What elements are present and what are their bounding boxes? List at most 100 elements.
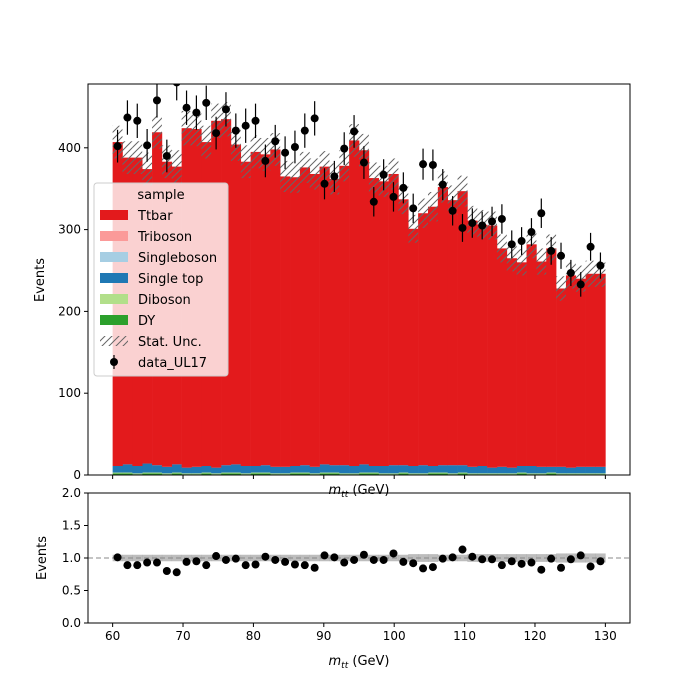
ratio-point [241,561,250,570]
bar-diboson [191,473,202,475]
bar-diboson [240,473,251,475]
data-point [438,180,447,189]
legend-swatch-single-top [100,273,128,283]
data-point [320,179,329,188]
bar-ttbar [230,144,242,465]
ratio-unc-band [290,554,301,562]
stat-unc-hatch [457,175,468,207]
main-y-tick-label: 200 [58,304,81,318]
stat-unc-hatch [408,214,419,243]
data-point [310,114,319,123]
ratio-panel: 60 70 80 90 100 110 120 130 0.0 0.5 1.0 1.5 2.0 mtt… [35,486,631,671]
ratio-y-tick-label: 0.0 [62,616,81,630]
data-point [409,204,418,213]
ratio-unc-band [201,554,212,562]
ratio-point [517,559,526,568]
stat-unc-hatch [280,160,291,192]
ratio-x-tick-label: 120 [524,629,547,643]
bar-single-top [467,466,478,474]
ratio-point [172,568,181,577]
ratio-y-tick-label: 1.5 [62,519,81,533]
ratio-point [320,551,329,560]
bar-diboson [349,473,360,475]
stat-unc-hatch [418,198,428,228]
bar-single-top [191,466,202,474]
bar-diboson [398,472,409,474]
bar-diboson [546,472,557,474]
data-point [340,144,349,153]
legend-swatch-dy [100,315,128,325]
legend-items: Ttbar Triboson Singleboson Single top Diboso… [100,209,217,371]
data-point [448,206,457,215]
ratio-y-ticks: 0.0 0.5 1.0 1.5 2.0 [62,486,88,630]
bar-diboson [477,473,488,475]
data-point [330,172,339,181]
bar-single-top [319,464,330,473]
bar-single-top [142,463,153,473]
bar-single-top [161,466,173,474]
ratio-point [389,549,398,558]
bar-ttbar [368,178,380,467]
stat-unc-hatch [181,110,192,146]
bar-single-top [122,464,133,473]
data-point [419,160,428,169]
ratio-point [152,558,161,567]
bar-ttbar [536,261,547,467]
data-point [478,221,487,230]
ratio-point [281,557,290,566]
bar-diboson [378,473,389,475]
bar-diboson [339,473,350,475]
bar-diboson [280,473,291,475]
ratio-point [261,552,270,561]
bar-single-top [408,466,419,474]
bar-ttbar [585,273,596,467]
bar-single-top [418,465,429,474]
data-point [173,84,181,87]
data-point [389,192,398,201]
legend-marker-data-ul17 [110,358,118,366]
bar-diboson [250,472,261,474]
bar-diboson [487,473,498,475]
data-point [241,121,250,130]
bar-single-top [250,466,261,473]
bar-ttbar [250,151,261,467]
ratio-point [123,561,132,570]
data-point [192,108,201,117]
data-point [133,116,142,125]
ratio-point [330,553,339,562]
data-point [281,148,290,157]
legend-label-data-ul17: data_UL17 [138,356,207,371]
data-point [557,251,566,260]
data-point [369,197,378,206]
bar-diboson [329,472,340,474]
bar-diboson [418,473,429,475]
bar-ttbar [427,206,439,467]
bar-dy [398,473,409,475]
ratio-point [359,550,368,559]
legend-swatch-triboson [100,231,128,241]
bar-single-top [211,467,222,474]
ratio-point [537,565,546,574]
ratio-point [527,558,536,567]
bar-diboson [595,473,606,475]
bar-single-top [427,466,439,473]
bar-dy [201,473,212,475]
ratio-point [300,561,309,570]
bar-single-top [457,465,468,473]
bar-ttbar [506,258,517,468]
bar-dy [230,473,242,475]
ratio-point [458,545,467,554]
bar-single-top [575,466,586,474]
bar-dy [516,473,527,475]
ratio-point [507,557,516,566]
bar-ttbar [359,150,370,465]
data-point [350,127,359,136]
bar-single-top [496,466,508,474]
data-point [231,126,240,135]
bar-single-top [349,466,360,474]
bar-dy [457,473,468,475]
data-point [497,214,506,223]
bar-dy [171,473,182,475]
ratio-point [379,555,388,564]
data-point [488,217,497,226]
